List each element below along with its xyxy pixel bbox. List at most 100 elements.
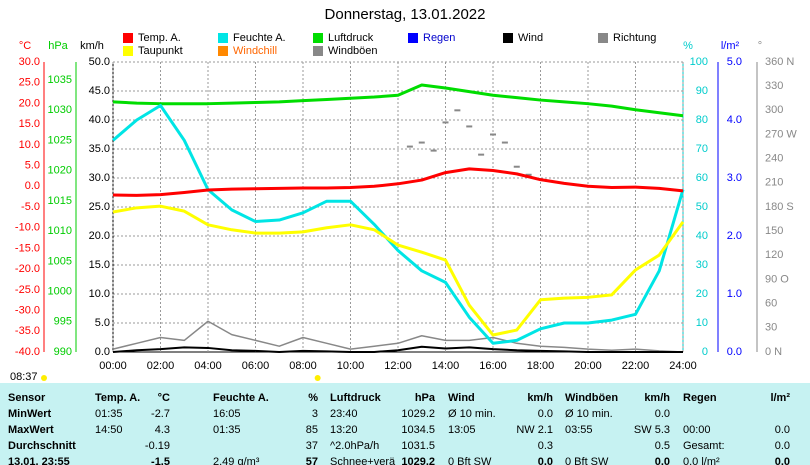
table-cell: Ø 10 min. — [565, 408, 613, 420]
table-header: km/h — [644, 392, 670, 404]
table-cell: 23:40 — [330, 408, 358, 420]
y-tick-label: 330 — [765, 80, 783, 92]
y-tick-label: 0.0 — [25, 180, 40, 192]
table-header: l/m² — [770, 392, 790, 404]
y-tick-label: -30.0 — [15, 304, 40, 316]
y-tick-label: 10.0 — [89, 288, 110, 300]
y-tick-label: 60 — [765, 298, 777, 310]
x-tick-label: 04:00 — [194, 360, 222, 372]
table-cell: 85 — [306, 424, 318, 436]
y-tick-label: 20.0 — [19, 97, 40, 109]
x-tick-label: 20:00 — [574, 360, 602, 372]
y-tick-label: -15.0 — [15, 242, 40, 254]
table-header: °C — [158, 392, 170, 404]
y-tick-label: 1.0 — [727, 288, 742, 300]
y-tick-label: 1020 — [48, 165, 72, 177]
table-cell: 03:55 — [565, 424, 593, 436]
y-tick-label: 50.0 — [89, 56, 110, 68]
y-tick-label: 0 — [702, 346, 708, 358]
table-cell: Schnee+verä — [330, 456, 396, 465]
series-line — [112, 167, 684, 197]
legend-swatch — [218, 46, 228, 56]
legend-swatch — [313, 33, 323, 43]
table-background — [0, 383, 810, 465]
x-tick-label: 18:00 — [527, 360, 555, 372]
y-tick-label: 20 — [696, 288, 708, 300]
y-tick-label: 180 S — [765, 201, 794, 213]
table-cell: 13:20 — [330, 424, 358, 436]
axis-unit: ° — [758, 40, 762, 52]
y-tick-label: 995 — [54, 316, 72, 328]
table-header: Temp. A. — [95, 392, 140, 404]
y-tick-label: 45.0 — [89, 85, 110, 97]
legend-swatch — [408, 33, 418, 43]
table-cell: -2.7 — [151, 408, 170, 420]
y-tick-label: 1000 — [48, 285, 72, 297]
table-cell: 0.0 — [538, 408, 553, 420]
legend-label: Regen — [423, 32, 455, 44]
table-cell: 13.01. 23:55 — [8, 456, 70, 465]
x-tick-label: 16:00 — [479, 360, 507, 372]
y-tick-label: 25.0 — [89, 201, 110, 213]
direction-mark — [525, 173, 532, 176]
x-tick-label: 12:00 — [384, 360, 412, 372]
direction-mark — [513, 165, 520, 168]
table-cell: -0.19 — [145, 440, 170, 452]
chart-title: Donnerstag, 13.01.2022 — [325, 6, 486, 23]
y-tick-label: 5.0 — [727, 56, 742, 68]
direction-mark — [466, 125, 473, 128]
legend-swatch — [123, 33, 133, 43]
table-cell: Durchschnitt — [8, 440, 76, 452]
legend-label: Wind — [518, 32, 543, 44]
y-tick-label: 1005 — [48, 255, 72, 267]
y-tick-label: 40.0 — [89, 114, 110, 126]
y-tick-label: 360 N — [765, 56, 794, 68]
direction-mark — [454, 109, 461, 112]
table-header: km/h — [527, 392, 553, 404]
y-tick-label: 0 N — [765, 346, 782, 358]
y-tick-label: 90 O — [765, 273, 789, 285]
x-tick-label: 00:00 — [99, 360, 127, 372]
y-tick-label: 120 — [765, 249, 783, 261]
y-tick-label: 30.0 — [89, 172, 110, 184]
legend-swatch — [123, 46, 133, 56]
table-cell: 16:05 — [213, 408, 241, 420]
table-cell: 4.3 — [155, 424, 170, 436]
table-cell: 0.0 — [775, 440, 790, 452]
y-tick-label: 0.0 — [727, 346, 742, 358]
x-tick-label: 08:00 — [289, 360, 317, 372]
axis-unit: hPa — [48, 40, 68, 52]
table-header: % — [308, 392, 318, 404]
table-cell: 0.0 l/m² — [683, 456, 720, 465]
y-tick-label: 30 — [765, 322, 777, 334]
y-tick-label: 4.0 — [727, 114, 742, 126]
y-tick-label: 30.0 — [19, 56, 40, 68]
y-tick-label: 1025 — [48, 134, 72, 146]
axis-unit: km/h — [80, 40, 104, 52]
table-header: Sensor — [8, 392, 46, 404]
table-header: Luftdruck — [330, 392, 382, 404]
y-tick-label: 3.0 — [727, 172, 742, 184]
y-tick-label: 990 — [54, 346, 72, 358]
y-tick-label: 100 — [690, 56, 708, 68]
y-tick-label: -40.0 — [15, 346, 40, 358]
sunrise-marker — [314, 375, 321, 381]
legend-label: Luftdruck — [328, 32, 374, 44]
y-tick-label: 1030 — [48, 104, 72, 116]
table-header: Feuchte A. — [213, 392, 269, 404]
table-header: Regen — [683, 392, 717, 404]
table-cell: 57 — [306, 456, 318, 465]
y-tick-label: 70 — [696, 143, 708, 155]
series-line — [112, 83, 684, 118]
table-cell: 0.0 — [775, 424, 790, 436]
legend-label: Feuchte A. — [233, 32, 286, 44]
table-cell: 01:35 — [213, 424, 241, 436]
y-tick-label: 300 — [765, 104, 783, 116]
y-tick-label: -25.0 — [15, 284, 40, 296]
legend-label: Richtung — [613, 32, 656, 44]
table-cell: ^2.0hPa/h — [330, 440, 379, 452]
y-tick-label: 0.0 — [95, 346, 110, 358]
y-tick-label: 5.0 — [25, 159, 40, 171]
table-cell: 1029.2 — [401, 408, 435, 420]
